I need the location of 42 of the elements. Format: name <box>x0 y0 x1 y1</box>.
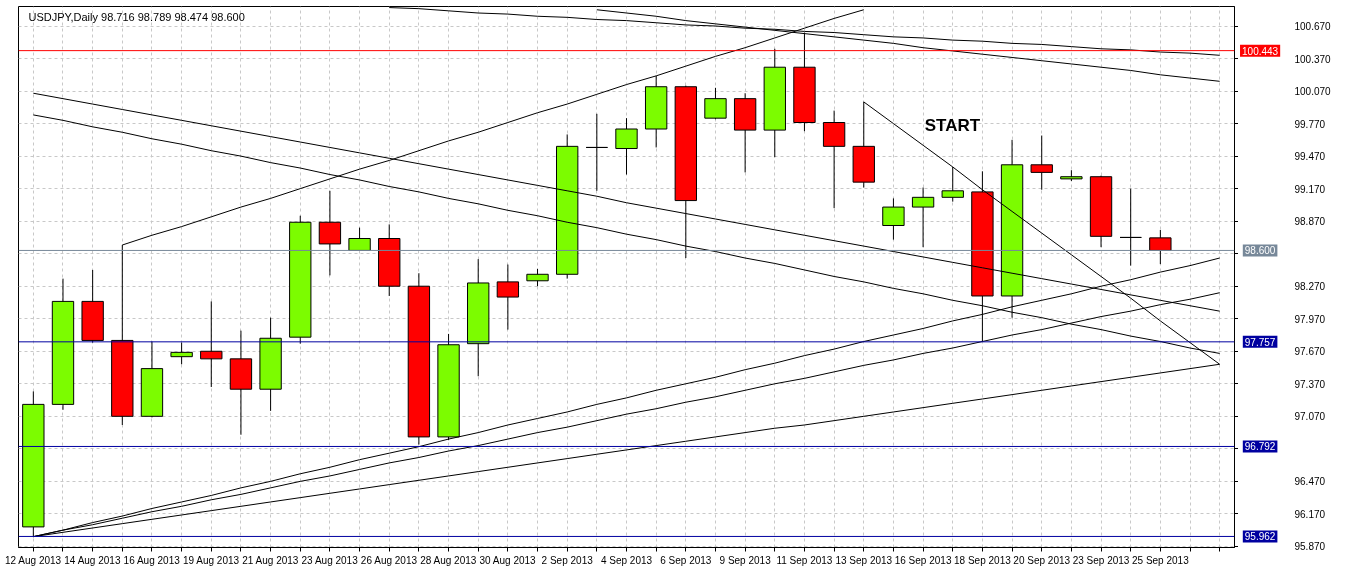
chart-title: USDJPY,Daily 98.716 98.789 98.474 98.600 <box>28 10 245 23</box>
y-tick-label: 98.270 <box>1294 281 1326 293</box>
y-tick-label: 97.670 <box>1294 346 1326 358</box>
y-tick-label: 99.170 <box>1294 183 1326 195</box>
y-tick-label: 99.470 <box>1294 151 1326 163</box>
ref-line-label: 95.962 <box>1244 531 1276 543</box>
y-tick-label: 97.070 <box>1294 411 1326 423</box>
y-tick-label: 98.870 <box>1294 216 1326 228</box>
ref-line-label: 96.792 <box>1244 441 1276 453</box>
x-tick-label: 25 Sep 2013 <box>1131 554 1190 566</box>
x-tick-label: 26 Aug 2013 <box>360 554 418 566</box>
x-tick-label: 4 Sep 2013 <box>600 554 653 566</box>
ref-line-label: 100.443 <box>1242 45 1279 57</box>
x-tick-label: 21 Aug 2013 <box>242 554 299 566</box>
x-tick-label: 11 Sep 2013 <box>776 554 833 566</box>
annotation: START <box>924 116 981 136</box>
x-tick-label: 28 Aug 2013 <box>420 554 477 566</box>
x-tick-label: 19 Aug 2013 <box>182 554 240 566</box>
y-tick-label: 96.170 <box>1294 508 1326 520</box>
x-tick-label: 23 Aug 2013 <box>301 554 359 566</box>
x-tick-label: 12 Aug 2013 <box>4 554 62 566</box>
x-tick-label: 13 Sep 2013 <box>835 554 893 566</box>
x-tick-label: 2 Sep 2013 <box>541 554 594 566</box>
x-tick-label: 23 Sep 2013 <box>1072 554 1130 566</box>
y-tick-label: 97.970 <box>1294 313 1326 325</box>
x-tick-label: 14 Aug 2013 <box>64 554 121 566</box>
x-tick-label: 16 Sep 2013 <box>894 554 952 566</box>
x-tick-label: 18 Sep 2013 <box>954 554 1012 566</box>
y-tick-label: 95.870 <box>1294 541 1326 553</box>
y-tick-label: 97.370 <box>1294 378 1326 390</box>
y-tick-label: 100.370 <box>1294 53 1332 65</box>
y-tick-label: 96.470 <box>1294 476 1326 488</box>
x-tick-label: 9 Sep 2013 <box>719 554 772 566</box>
y-tick-label: 100.070 <box>1294 86 1332 98</box>
x-tick-label: 20 Sep 2013 <box>1013 554 1071 566</box>
ref-line-label: 98.600 <box>1244 245 1276 257</box>
x-tick-label: 30 Aug 2013 <box>479 554 537 566</box>
x-tick-label: 16 Aug 2013 <box>123 554 181 566</box>
ref-line-label: 97.757 <box>1244 336 1276 348</box>
y-tick-label: 100.670 <box>1294 21 1332 33</box>
y-tick-label: 99.770 <box>1294 118 1326 130</box>
x-tick-label: 6 Sep 2013 <box>660 554 712 566</box>
